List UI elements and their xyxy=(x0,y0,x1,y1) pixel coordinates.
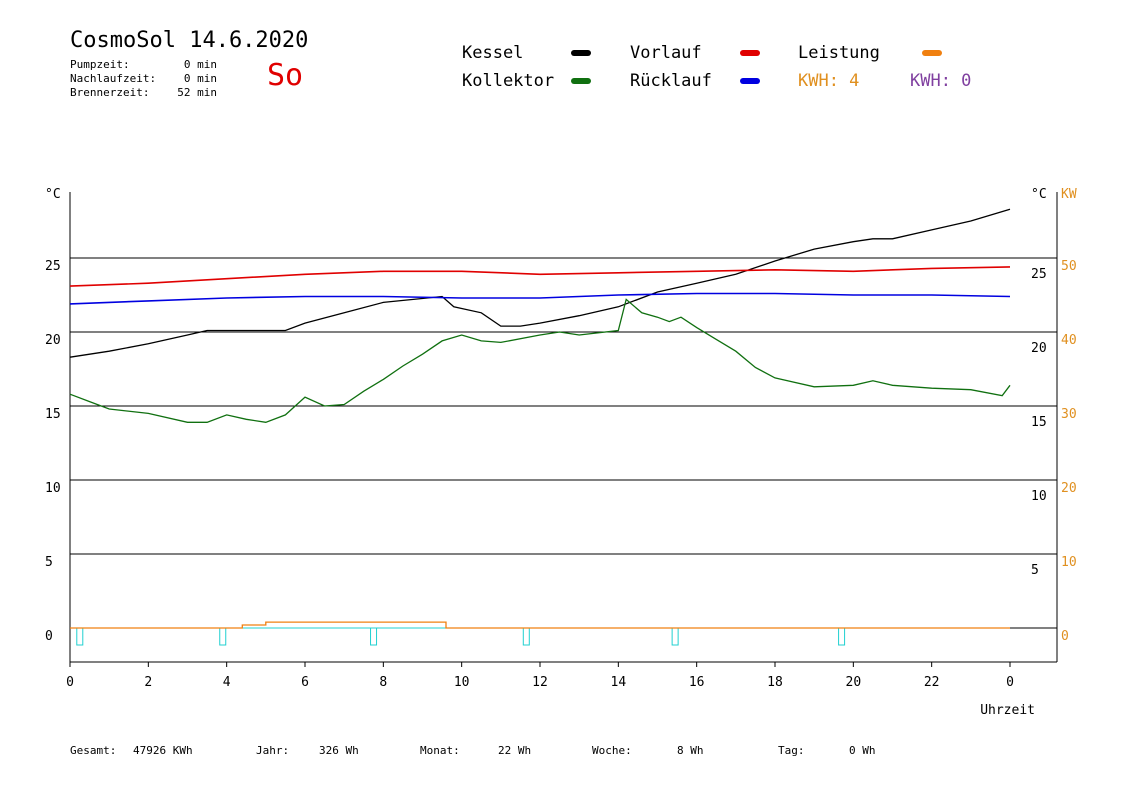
legend-label-kessel: Kessel xyxy=(462,43,524,63)
total-value: 326 Wh xyxy=(319,744,359,757)
y-unit-right-temp: °C xyxy=(1031,187,1047,202)
x-tick-label: 8 xyxy=(379,675,387,690)
stat-value: 52 min xyxy=(177,86,217,99)
total-label: Monat: xyxy=(420,744,460,757)
x-tick-label: 0 xyxy=(66,675,74,690)
y-tick-label-left: 0 xyxy=(45,629,53,644)
x-tick-label: 12 xyxy=(532,675,548,690)
y-tick-label-left: 5 xyxy=(45,555,53,570)
total-label: Woche: xyxy=(592,744,632,757)
pump-marker xyxy=(522,627,530,646)
y-tick-label-right-temp: 5 xyxy=(1031,563,1039,578)
series-line-leistung xyxy=(70,621,1010,629)
y-tick-label-left: 25 xyxy=(45,259,61,274)
legend-swatch-vorlauf xyxy=(740,50,760,56)
legend-swatch-kessel xyxy=(571,50,591,56)
y-tick-label-right-temp: 10 xyxy=(1031,489,1047,504)
y-tick-label-left: 10 xyxy=(45,481,61,496)
series-line-ruecklauf xyxy=(69,292,1011,305)
y-tick-label-left: 20 xyxy=(45,333,61,348)
y-tick-label-right-power: 10 xyxy=(1061,555,1077,570)
y-tick-label-right-temp: 25 xyxy=(1031,267,1047,282)
y-tick-label-right-power: 20 xyxy=(1061,481,1077,496)
legend-swatch-ruecklauf xyxy=(740,78,760,84)
x-tick-label: 6 xyxy=(301,675,309,690)
pump-marker xyxy=(219,627,227,646)
stat-label: Brennerzeit: xyxy=(70,86,150,99)
y-tick-label-right-power: 0 xyxy=(1061,629,1069,644)
y-tick-label-right-power: 30 xyxy=(1061,407,1077,422)
pump-marker xyxy=(838,627,846,646)
kwh-purple-label: KWH: 0 xyxy=(910,71,972,91)
total-value: 47926 KWh xyxy=(133,744,193,757)
legend-swatch-kollektor xyxy=(571,78,591,84)
series-line-vorlauf xyxy=(69,266,1011,287)
y-unit-left: °C xyxy=(45,187,61,202)
y-tick-label-right-power: 40 xyxy=(1061,333,1077,348)
stat-value: 0 min xyxy=(183,72,217,85)
stat-label: Pumpzeit: xyxy=(70,58,130,71)
x-tick-label: 16 xyxy=(689,675,705,690)
pump-marker xyxy=(671,627,679,646)
x-axis-label: Uhrzeit xyxy=(980,703,1035,718)
kwh-orange-label: KWH: 4 xyxy=(798,71,860,91)
y-unit-right-power: KW xyxy=(1061,187,1077,202)
y-tick-label-right-temp: 15 xyxy=(1031,415,1047,430)
y-tick-label-right-temp: 20 xyxy=(1031,341,1047,356)
legend-label-vorlauf: Vorlauf xyxy=(630,43,702,63)
x-tick-label: 14 xyxy=(611,675,627,690)
x-tick-label: 4 xyxy=(223,675,231,690)
y-tick-label-left: 15 xyxy=(45,407,61,422)
x-tick-label: 2 xyxy=(144,675,152,690)
x-tick-label: 22 xyxy=(924,675,940,690)
chart-title: CosmoSol 14.6.2020 xyxy=(70,28,309,53)
stat-value: 0 min xyxy=(183,58,217,71)
legend-label-leistung: Leistung xyxy=(798,43,880,63)
pump-marker xyxy=(370,627,378,646)
x-tick-label: 0 xyxy=(1006,675,1014,690)
pump-marker xyxy=(76,627,84,646)
stat-label: Nachlaufzeit: xyxy=(70,72,157,85)
total-value: 22 Wh xyxy=(498,744,532,757)
x-tick-label: 10 xyxy=(454,675,470,690)
series-line-kessel xyxy=(69,208,1011,358)
total-value: 0 Wh xyxy=(849,744,876,757)
y-tick-label-right-power: 50 xyxy=(1061,259,1077,274)
legend-label-kollektor: Kollektor xyxy=(462,71,555,91)
total-value: 8 Wh xyxy=(677,744,704,757)
series-line-kollektor xyxy=(69,298,1011,423)
day-label: So xyxy=(267,58,304,93)
total-label: Tag: xyxy=(778,744,805,757)
total-label: Gesamt: xyxy=(70,744,117,757)
legend-label-ruecklauf: Rücklauf xyxy=(630,71,712,91)
total-label: Jahr: xyxy=(256,744,290,757)
legend-swatch-leistung xyxy=(922,50,942,56)
x-tick-label: 18 xyxy=(767,675,783,690)
x-tick-label: 20 xyxy=(846,675,862,690)
